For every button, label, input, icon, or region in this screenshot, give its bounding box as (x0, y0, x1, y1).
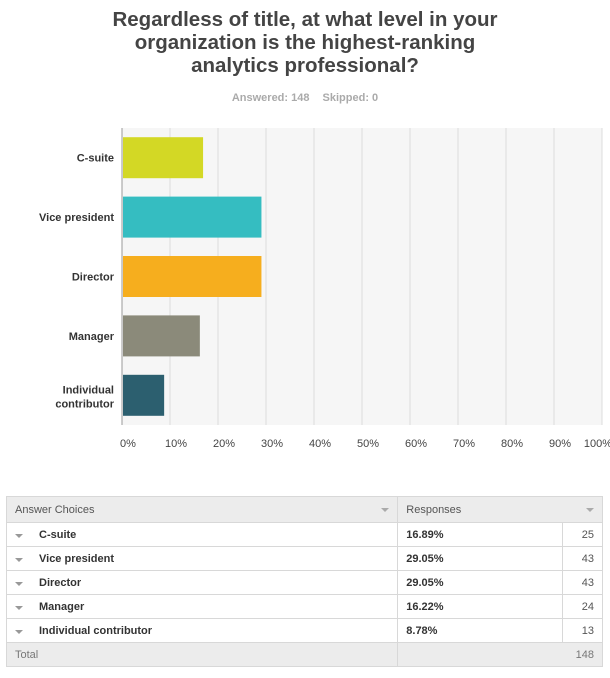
answer-choice-cell[interactable]: Vice president (5, 546, 399, 571)
count-cell: 24 (562, 594, 603, 619)
category-label: Vice president (39, 212, 114, 224)
title-line: Regardless of title, at what level in yo… (112, 8, 498, 31)
category-label: C-suite (77, 153, 114, 165)
percent-cell: 8.78% (397, 618, 563, 643)
response-summary: Answered: 148 Skipped: 0 (0, 92, 610, 104)
expand-caret-icon[interactable] (15, 533, 23, 538)
category-label: contributor (55, 398, 114, 410)
answer-choice-label: Individual contributor (39, 624, 153, 637)
header-label: Answer Choices (15, 503, 95, 516)
table-row: C-suite 16.89% 25 (5, 522, 603, 547)
category-label: Individual (63, 384, 114, 396)
answer-choice-cell[interactable]: Individual contributor (5, 618, 399, 643)
x-tick-label: 50% (357, 438, 379, 450)
bar (123, 315, 200, 357)
x-tick-label: 60% (405, 438, 427, 450)
x-tick-label: 70% (453, 438, 475, 450)
skipped-count: Skipped: 0 (322, 92, 379, 104)
answer-choice-label: Director (39, 576, 82, 589)
results-table: Answer Choices Responses C-suite 16.89% 25… (5, 496, 603, 667)
category-label: Manager (69, 331, 115, 343)
total-row: Total 148 (5, 642, 603, 667)
header-responses[interactable]: Responses (397, 496, 603, 523)
total-label: Total (5, 642, 399, 667)
expand-caret-icon[interactable] (15, 605, 23, 610)
answer-choice-label: Vice president (39, 552, 114, 565)
answer-choice-cell[interactable]: Manager (5, 594, 399, 619)
table-row: Director 29.05% 43 (5, 570, 603, 595)
x-tick-label: 90% (549, 438, 571, 450)
title-line: analytics professional? (191, 54, 419, 77)
expand-caret-icon[interactable] (15, 581, 23, 586)
x-tick-label: 80% (501, 438, 523, 450)
header-label: Responses (406, 503, 462, 516)
chart-title: Regardless of title, at what level in yo… (0, 8, 610, 77)
bar (123, 374, 165, 416)
table-row: Individual contributor 8.78% 13 (5, 618, 603, 643)
answer-choice-cell[interactable]: C-suite (5, 522, 399, 547)
title-line: organization is the highest-ranking (134, 31, 476, 54)
x-tick-label: 30% (261, 438, 283, 450)
bar (123, 256, 262, 297)
total-value: 148 (397, 642, 603, 667)
x-tick-label: 20% (213, 438, 235, 450)
expand-caret-icon[interactable] (15, 557, 23, 562)
count-cell: 13 (562, 618, 603, 643)
answer-choice-cell[interactable]: Director (5, 570, 399, 595)
x-tick-label: 0% (120, 438, 136, 450)
answer-choice-label: C-suite (39, 528, 77, 541)
x-tick-label: 40% (309, 438, 331, 450)
x-tick-label: 100% (584, 438, 610, 450)
expand-caret-icon[interactable] (15, 629, 23, 634)
bar (123, 196, 262, 238)
sort-caret-icon[interactable] (381, 507, 390, 512)
bar-chart: 0% 10% 20% 30% 40% 50% 60% 70% 80% 90% 100% C-suite… (39, 128, 610, 450)
answer-choice-label: Manager (39, 600, 85, 613)
percent-cell: 29.05% (397, 546, 563, 571)
count-cell: 43 (562, 570, 603, 595)
count-cell: 25 (562, 522, 603, 547)
header-answer-choices[interactable]: Answer Choices (5, 496, 399, 523)
count-cell: 43 (562, 546, 603, 571)
table-row: Vice president 29.05% 43 (5, 546, 603, 571)
category-label: Director (72, 272, 115, 284)
percent-cell: 29.05% (397, 570, 563, 595)
answered-count: Answered: 148 (231, 92, 310, 104)
percent-cell: 16.22% (397, 594, 563, 619)
percent-cell: 16.89% (397, 522, 563, 547)
bar (123, 137, 204, 179)
sort-caret-icon[interactable] (586, 507, 594, 512)
x-tick-label: 10% (165, 438, 187, 450)
table-row: Manager 16.22% 24 (5, 594, 603, 619)
